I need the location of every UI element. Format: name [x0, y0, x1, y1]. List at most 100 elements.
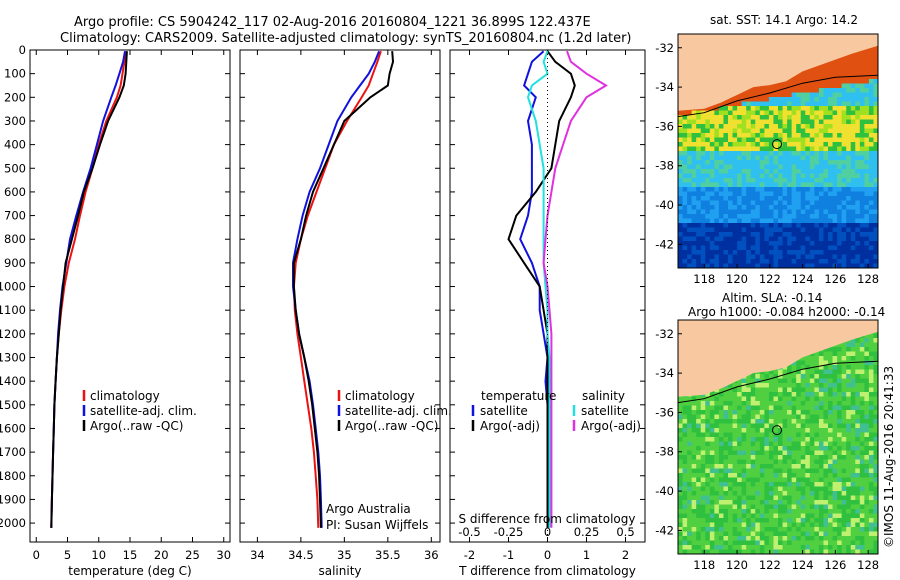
- map-cell: [700, 263, 706, 268]
- map-cell: [773, 245, 779, 251]
- map-cell: [782, 437, 788, 443]
- map-cell: [818, 259, 825, 265]
- map-cell: [691, 227, 697, 233]
- map-cell: [778, 245, 784, 251]
- map-cell: [782, 142, 788, 148]
- map-cell: [768, 405, 775, 411]
- map-cell: [764, 169, 770, 175]
- map-cell: [746, 477, 752, 483]
- map-cell: [859, 392, 865, 398]
- map-cell: [814, 410, 820, 416]
- map-cell: [800, 527, 806, 533]
- map-cell: [791, 473, 797, 479]
- map-cell: [796, 455, 802, 461]
- map-cell: [718, 513, 725, 519]
- map-cell: [846, 513, 852, 519]
- map-cell: [796, 124, 802, 130]
- map-cell: [732, 146, 738, 152]
- map-cell: [823, 173, 829, 179]
- map-cell: [828, 79, 834, 85]
- map-cell: [696, 468, 702, 474]
- map-cell: [850, 527, 856, 533]
- map-cell: [859, 115, 865, 121]
- map-cell: [864, 405, 870, 411]
- map-cell: [696, 173, 702, 179]
- map-cell: [846, 392, 852, 398]
- map-cell: [873, 263, 878, 268]
- map-cell: [823, 227, 829, 233]
- map-cell: [773, 187, 779, 193]
- map-cell: [809, 115, 815, 121]
- map-cell: [837, 365, 843, 371]
- map-cell: [832, 164, 838, 170]
- map-cell: [796, 101, 802, 107]
- map-cell: [759, 128, 765, 134]
- map-cell: [800, 196, 806, 202]
- map-cell: [800, 232, 806, 238]
- map-cell: [873, 52, 878, 58]
- map-cell: [773, 106, 779, 112]
- map-cell: [809, 423, 815, 429]
- map-cell: [837, 137, 843, 143]
- map-cell: [746, 509, 752, 515]
- map-cell: [732, 232, 738, 238]
- map-cell: [855, 187, 861, 193]
- map-cell: [873, 196, 878, 202]
- map-cell: [755, 531, 761, 537]
- map-cell: [818, 459, 825, 465]
- map-cell: [859, 110, 865, 116]
- map-cell: [859, 396, 865, 402]
- map-cell: [696, 482, 702, 488]
- map-cell: [805, 441, 811, 447]
- map-cell: [791, 241, 797, 247]
- map-cell: [859, 142, 865, 148]
- map-cell: [828, 97, 834, 103]
- map-cell: [791, 540, 797, 546]
- map-cell: [855, 531, 861, 537]
- map-cell: [732, 169, 738, 175]
- map-cell: [868, 214, 875, 220]
- map-cell: [800, 74, 806, 80]
- map-cell: [782, 115, 788, 121]
- map-cell: [746, 187, 752, 193]
- map-cell: [737, 151, 743, 157]
- map-cell: [809, 241, 815, 247]
- map-cell: [823, 164, 829, 170]
- map-cell: [873, 333, 878, 339]
- map-cell: [850, 482, 856, 488]
- map-cell: [746, 459, 752, 465]
- map-cell: [850, 365, 856, 371]
- map-cell: [800, 83, 806, 89]
- map-cell: [837, 482, 843, 488]
- map-cell: [696, 518, 702, 524]
- map-cell: [768, 241, 775, 247]
- map-cell: [682, 164, 688, 170]
- map-cell: [846, 419, 852, 425]
- map-cell: [741, 254, 747, 260]
- map-cell: [855, 518, 861, 524]
- map-cell: [864, 227, 870, 233]
- map-cell: [755, 259, 761, 265]
- map-cell: [759, 250, 765, 256]
- map-cell: [768, 178, 775, 184]
- map-cell: [828, 110, 834, 116]
- x-tick-label: 25: [185, 548, 200, 562]
- map-cell: [759, 428, 765, 434]
- map-cell: [705, 200, 711, 206]
- map-cell: [805, 482, 811, 488]
- map-cell: [778, 128, 784, 134]
- series-line-2: [526, 50, 551, 528]
- map-cell: [868, 405, 875, 411]
- map-cell: [800, 540, 806, 546]
- map-cell: [764, 236, 770, 242]
- map-cell: [709, 146, 715, 152]
- map-cell: [705, 155, 711, 161]
- map-cell: [846, 468, 852, 474]
- map-cell: [832, 227, 838, 233]
- map-cell: [864, 387, 870, 393]
- map-cell: [709, 401, 715, 407]
- map-cell: [723, 133, 729, 139]
- map-cell: [773, 414, 779, 420]
- x-tick-label: 128: [857, 558, 879, 572]
- map-cell: [741, 146, 747, 152]
